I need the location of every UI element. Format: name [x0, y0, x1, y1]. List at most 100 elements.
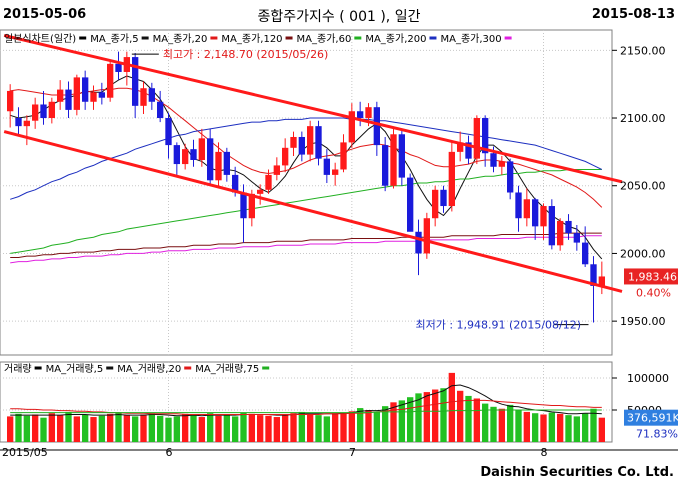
volume-bar — [507, 404, 514, 442]
price-legend-item: MA_종가,5 — [90, 33, 138, 45]
candle — [223, 151, 230, 175]
candle — [23, 120, 30, 127]
price-tick-label: 2050.00 — [620, 180, 666, 193]
volume-bar — [232, 416, 239, 442]
ma-line — [10, 169, 602, 254]
candle — [432, 189, 439, 219]
volume-bar — [423, 392, 430, 442]
candle — [148, 88, 155, 102]
volume-bar — [32, 414, 39, 442]
legends: 일본식차트(일간) MA_종가,5 MA_종가,20 MA_종가,120 MA_종가,6… — [4, 33, 512, 375]
candle — [348, 111, 355, 143]
volume-bar — [498, 408, 505, 442]
ma-line — [10, 232, 602, 258]
candle — [98, 92, 105, 98]
volume-bar — [82, 414, 89, 442]
candle — [540, 206, 547, 227]
candle — [440, 189, 447, 207]
volume-bar — [73, 416, 80, 442]
candle — [240, 192, 247, 219]
candle — [232, 174, 239, 193]
candle — [573, 233, 580, 243]
candle — [215, 151, 222, 181]
candle — [315, 126, 322, 159]
candle — [598, 276, 605, 286]
volume-bar — [448, 372, 455, 442]
candle — [298, 136, 305, 155]
volume-bar — [90, 417, 97, 442]
volume-bar — [573, 416, 580, 442]
volume-bar — [207, 413, 214, 442]
volume-bar — [215, 415, 222, 442]
candle — [248, 193, 255, 219]
volume-bar — [357, 408, 364, 442]
volume-bar — [532, 413, 539, 442]
trend-channel-line — [3, 33, 623, 184]
price-tick-label: 2100.00 — [620, 112, 666, 125]
x-tick-label: 7 — [349, 446, 356, 459]
candle — [507, 161, 514, 193]
candle — [115, 63, 122, 72]
volume-bar — [65, 411, 72, 442]
volume-bar — [557, 413, 564, 442]
volume-bar — [315, 415, 322, 442]
volume-bar — [523, 411, 530, 442]
volume-legend-item: 거래량 — [4, 363, 32, 375]
price-frame — [0, 29, 613, 356]
volume-bar — [398, 400, 405, 442]
candle — [57, 89, 64, 102]
volume-bar — [265, 415, 272, 442]
candle — [190, 149, 197, 160]
volume-bar — [348, 411, 355, 442]
price-tick-label: 1950.00 — [620, 315, 666, 328]
grid — [0, 29, 678, 451]
volume-bar — [240, 412, 247, 442]
candle — [448, 151, 455, 207]
volume-bar — [165, 417, 172, 442]
candle — [373, 107, 380, 146]
volume-legend-item: MA_거래량,5 — [46, 363, 104, 375]
candle — [32, 104, 39, 121]
candle — [140, 88, 147, 106]
volume-bar — [440, 388, 447, 442]
trend-channel-line — [3, 130, 623, 293]
volume-bar — [298, 411, 305, 442]
candle — [257, 189, 264, 194]
candle — [565, 220, 572, 234]
candle — [557, 220, 564, 246]
volume-bar — [365, 410, 372, 442]
candle — [7, 90, 14, 112]
last-change: 0.40% — [636, 286, 671, 299]
last-value-box — [624, 268, 678, 285]
volume-bar — [415, 393, 422, 442]
volume-bar — [515, 410, 522, 442]
start-date: 2015-05-06 — [3, 7, 87, 22]
candle — [332, 169, 339, 175]
candle — [482, 118, 489, 154]
candle — [423, 218, 430, 254]
volume-bar — [598, 417, 605, 442]
candle — [415, 231, 422, 254]
price-legend-item: MA_종가,60 — [297, 33, 352, 45]
volume-last-value: 376,591K — [627, 412, 678, 425]
volume-bar — [248, 413, 255, 442]
volume-bar — [582, 413, 589, 442]
candle — [65, 89, 72, 110]
price-legend-item: 일본식차트(일간) — [4, 33, 76, 45]
candle — [132, 57, 139, 106]
volume-bar — [565, 415, 572, 442]
volume-bar — [432, 389, 439, 442]
candle — [40, 104, 47, 119]
price-legend-item: MA_종가,120 — [221, 33, 282, 45]
price-tick-label: 2000.00 — [620, 247, 666, 260]
candle — [465, 142, 472, 159]
candle — [498, 161, 505, 167]
candle — [532, 199, 539, 227]
last-value: 1,983.46 — [628, 270, 677, 283]
volume-ma-line — [10, 384, 602, 417]
volume-bar — [407, 397, 414, 442]
volume-bar — [482, 403, 489, 442]
candle — [307, 126, 314, 155]
candle — [90, 92, 97, 102]
volume-bar — [323, 416, 330, 442]
